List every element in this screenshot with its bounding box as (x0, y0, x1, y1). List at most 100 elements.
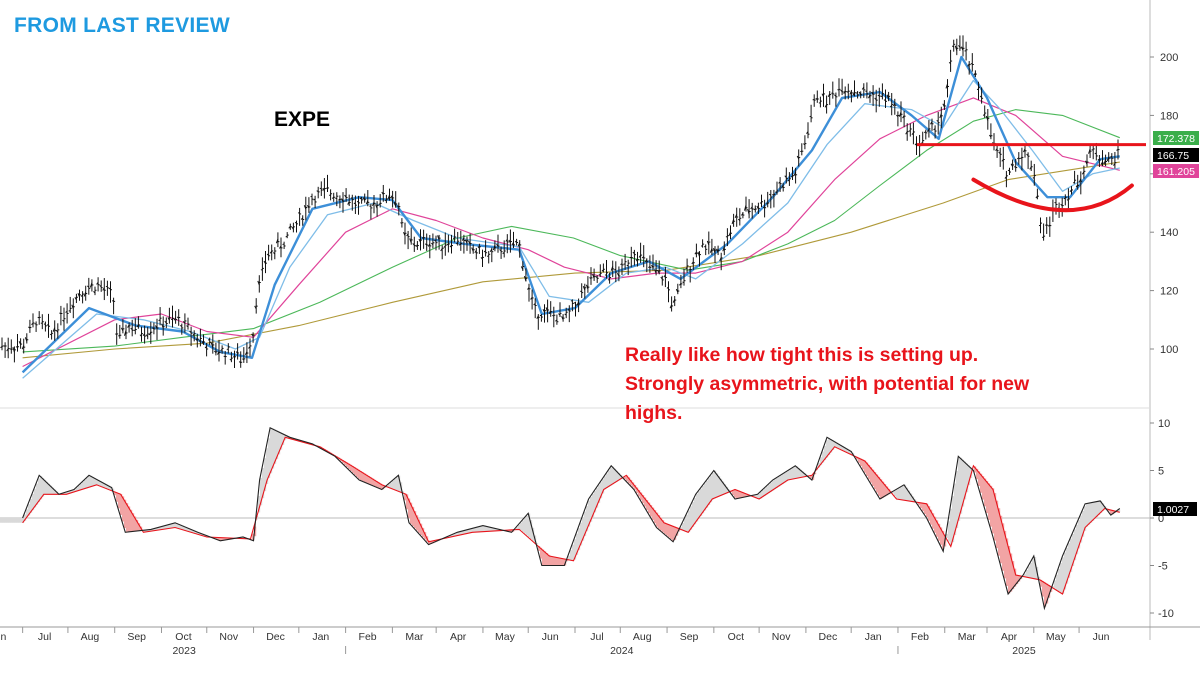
osc-fill-slice (1060, 563, 1063, 593)
x-tick-label: Oct (728, 631, 744, 643)
price-bar-open (279, 245, 282, 249)
osc-fill-slice (788, 470, 791, 480)
osc-fill-slice (220, 537, 223, 541)
price-bar-open (781, 184, 784, 189)
osc-fill-slice (272, 428, 275, 469)
osc-fill-slice (186, 527, 189, 531)
osc-fill-slice (772, 480, 775, 491)
osc-fill-slice (792, 467, 795, 480)
osc-fill-slice (76, 487, 79, 492)
osc-fill-slice (258, 495, 261, 513)
osc-fill-slice (634, 484, 637, 490)
price-bar-open (145, 334, 149, 338)
osc-fill-slice (466, 529, 469, 534)
osc-fill-slice (1090, 502, 1093, 523)
osc-fill-slice (16, 518, 19, 523)
osc-fill-slice (42, 477, 45, 497)
osc-fill-slice (462, 531, 465, 535)
price-bar-open (787, 179, 790, 182)
price-bar-open (989, 134, 992, 138)
price-bar-open (660, 276, 663, 280)
price-bar-open (601, 269, 604, 272)
osc-fill-slice (962, 459, 965, 507)
price-bar-open (65, 310, 68, 313)
osc-fill-slice (628, 477, 631, 484)
price-bar-open (924, 131, 927, 134)
price-bar-open (499, 249, 502, 252)
price-bar-open (390, 195, 394, 200)
price-bar-open (843, 90, 846, 94)
osc-fill-slice (266, 448, 269, 485)
osc-fill-slice (52, 487, 55, 495)
osc-fill-slice (708, 478, 711, 505)
osc-fill-slice (260, 477, 263, 506)
osc-fill-slice (68, 491, 71, 494)
osc-fill-slice (966, 463, 969, 493)
osc-fill-slice (810, 475, 813, 479)
price-bar-open (505, 239, 508, 242)
osc-fill-slice (192, 529, 195, 533)
osc-fill-slice (982, 476, 985, 500)
osc-fill-slice (1070, 538, 1073, 572)
osc-fill-slice (574, 539, 577, 560)
price-bar-open (418, 238, 421, 243)
osc-fill-slice (1056, 574, 1059, 590)
osc-fill-slice (146, 529, 149, 532)
osc-fill-slice (760, 491, 763, 499)
price-bar-open (530, 297, 533, 300)
osc-fill-slice (558, 557, 561, 566)
osc-fill-slice (636, 487, 639, 494)
price-bar-open (731, 219, 735, 225)
osc-fill-slice (174, 523, 177, 528)
x-tick-label: Apr (450, 631, 467, 643)
price-bar-open (148, 331, 152, 336)
osc-fill-slice (488, 526, 491, 532)
osc-fill-slice (606, 473, 609, 489)
osc-fill-slice (1100, 500, 1103, 514)
y-tick-label: 140 (1160, 227, 1178, 239)
osc-fill-slice (1046, 583, 1049, 604)
price-bar-open (762, 206, 765, 209)
price-bar-open (15, 345, 18, 348)
price-bar-open (461, 237, 465, 241)
osc-y-tick-label: 10 (1158, 418, 1170, 430)
x-tick-label: Jun (542, 631, 559, 643)
price-bar-open (403, 231, 406, 236)
osc-fill-slice (958, 458, 961, 521)
osc-fill-slice (578, 528, 581, 551)
osc-fill-slice (420, 523, 423, 536)
price-bar-open (508, 239, 511, 244)
price-bar-open (1069, 189, 1072, 192)
osc-fill-slice (860, 458, 863, 467)
osc-fill-slice (40, 475, 43, 500)
osc-fill-slice (172, 523, 175, 528)
osc-fill-slice (938, 523, 941, 541)
osc-fill-slice (8, 518, 11, 523)
osc-fill-slice (152, 529, 155, 531)
osc-fill-slice (642, 495, 645, 504)
osc-fill-slice (858, 457, 861, 463)
osc-fill-slice (1086, 503, 1089, 527)
osc-fill-slice (718, 476, 721, 497)
osc-fill-slice (346, 462, 349, 468)
chart-title: EXPE (274, 108, 331, 131)
price-bar-open (192, 333, 195, 337)
price-bar-open (679, 283, 682, 286)
osc-fill-slice (580, 522, 583, 546)
osc-fill-slice (650, 505, 653, 517)
x-tick-label: Jan (865, 631, 882, 643)
osc-fill-slice (80, 483, 83, 490)
osc-fill-slice (600, 482, 603, 499)
price-bar-open (939, 113, 942, 119)
osc-fill-slice (22, 518, 25, 523)
price-bar-open (803, 143, 806, 146)
price-bar-open (790, 176, 793, 178)
y-tick-label: 180 (1160, 110, 1178, 122)
osc-fill-slice (1068, 543, 1071, 578)
price-bar-open (350, 197, 353, 199)
osc-fill-slice (166, 525, 169, 529)
osc-fill-slice (758, 493, 761, 499)
osc-fill-slice (478, 526, 481, 532)
price-bar-open (744, 204, 747, 211)
osc-fill-slice (956, 470, 959, 528)
